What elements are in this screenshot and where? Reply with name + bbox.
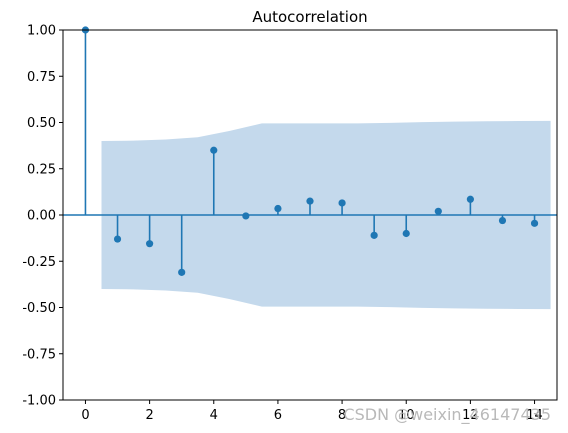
- stem-marker-lag-5: [242, 212, 250, 220]
- stem-marker-lag-8: [338, 199, 346, 207]
- y-tick-label-0.00: 0.00: [27, 209, 56, 224]
- stem-marker-lag-10: [402, 229, 410, 238]
- chart-title: Autocorrelation: [252, 8, 367, 26]
- stem-marker-lag-2: [146, 240, 154, 248]
- x-tick-label-8: 8: [338, 408, 346, 423]
- stem-marker-lag-6: [274, 204, 282, 213]
- stem-marker-lag-7: [306, 197, 314, 205]
- stem-marker-lag-4: [210, 146, 218, 154]
- x-tick-label-10: 10: [398, 408, 415, 423]
- stem-marker-lag-13: [498, 216, 507, 225]
- x-axis-ticks: 0 2 4 6 8 10 12 14: [81, 400, 543, 423]
- y-tick-label-1.00: 1.00: [27, 24, 56, 39]
- y-axis-ticks: -1.00 -0.75 -0.50 -0.25 0.00 0.25 0.50 0.75 1.00: [22, 24, 63, 409]
- y-tick-label-0.50: 0.50: [27, 116, 56, 131]
- y-tick-label--0.75: -0.75: [22, 347, 56, 362]
- y-tick-label--0.25: -0.25: [22, 255, 56, 270]
- stem-marker-lag-14: [530, 219, 539, 227]
- stem-layer: [81, 26, 539, 276]
- y-tick-label-0.25: 0.25: [27, 162, 56, 177]
- x-tick-label-14: 14: [526, 408, 543, 423]
- x-tick-label-2: 2: [145, 408, 153, 423]
- stem-marker-lag-9: [370, 231, 378, 239]
- x-tick-label-12: 12: [462, 408, 479, 423]
- watermark: CSDN @weixin_46147435: [343, 405, 551, 425]
- stem-marker-lag-1: [113, 235, 122, 243]
- x-tick-label-4: 4: [210, 408, 218, 423]
- stem-marker-lag-12: [466, 195, 474, 203]
- stem-marker-lag-3: [178, 268, 186, 276]
- y-tick-label--0.50: -0.50: [22, 301, 56, 316]
- x-tick-label-0: 0: [81, 408, 89, 423]
- x-tick-label-6: 6: [274, 408, 282, 423]
- stem-marker-lag-11: [434, 207, 442, 215]
- y-tick-label--1.00: -1.00: [22, 394, 56, 409]
- y-tick-label-0.75: 0.75: [27, 70, 56, 85]
